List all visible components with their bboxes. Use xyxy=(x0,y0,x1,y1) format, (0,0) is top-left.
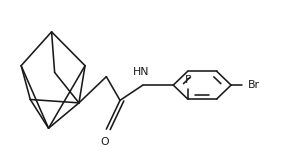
Text: F: F xyxy=(185,75,191,85)
Text: O: O xyxy=(100,137,109,147)
Text: HN: HN xyxy=(133,67,150,78)
Text: Br: Br xyxy=(248,80,260,90)
